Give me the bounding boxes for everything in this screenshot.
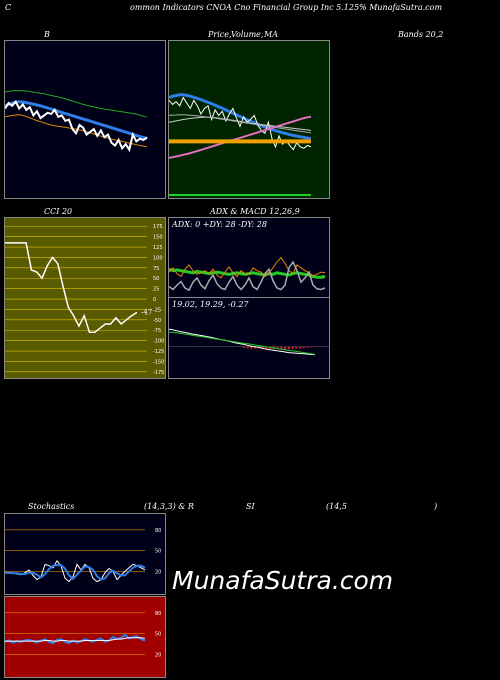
pv-ma_pink-line bbox=[169, 115, 312, 159]
stoch-d-line bbox=[5, 564, 146, 581]
cci-tick-label: -50 bbox=[153, 318, 161, 324]
cci-last-value: -47 bbox=[141, 308, 152, 316]
bollinger-panel bbox=[4, 40, 166, 199]
page-title: ommon Indicators CNOA Cno Financial Grou… bbox=[130, 3, 443, 12]
macd-signal-line bbox=[169, 331, 316, 355]
cci-tick-label: 50 bbox=[153, 276, 159, 282]
rsi-tick-label: 80 bbox=[155, 611, 161, 617]
price-volume-panel bbox=[168, 40, 330, 199]
cci-tick-label: 125 bbox=[153, 245, 163, 251]
rsi-tick-label: 50 bbox=[155, 632, 161, 638]
adx-minus_di-line bbox=[169, 260, 326, 292]
stoch-tick-label: 50 bbox=[155, 549, 161, 555]
stoch-params: (14,3,3) & R bbox=[144, 502, 194, 511]
volume-baseline bbox=[169, 194, 311, 196]
cci-title: CCI 20 bbox=[44, 207, 73, 216]
cci-tick-label: 175 bbox=[153, 224, 163, 230]
cci-chart: 175 150 125 100 75 50 25 0 -25 -50 -75 -100 -125 -150… bbox=[5, 224, 164, 376]
cci-tick-label: 150 bbox=[153, 235, 163, 241]
bollinger-chart bbox=[5, 89, 148, 153]
cci-tick-label: -125 bbox=[153, 349, 164, 355]
bands-title: Bands 20,2 bbox=[398, 30, 444, 39]
adx-chart bbox=[169, 256, 326, 292]
stoch-tick-label: 80 bbox=[155, 528, 161, 534]
macd-label: 19.02, 19.29, -0.27 bbox=[172, 300, 249, 309]
cci-tick-label: 100 bbox=[153, 255, 163, 261]
pv-ma_long_1-line bbox=[169, 116, 312, 131]
rsi-panel: 80 50 20 bbox=[4, 596, 166, 678]
price-title: Price, bbox=[208, 30, 232, 39]
ma-title: MA bbox=[264, 30, 278, 39]
price-volume-chart bbox=[169, 93, 312, 196]
rsi-close: ) bbox=[434, 502, 438, 511]
rsi-params: (14,5 bbox=[326, 502, 347, 511]
bollinger-title: B bbox=[44, 30, 50, 39]
adx-panel bbox=[168, 217, 330, 299]
bollinger-price-line bbox=[5, 99, 148, 153]
macd-chart bbox=[169, 328, 329, 356]
cci-tick-label: -175 bbox=[153, 370, 164, 376]
macd-macd-line bbox=[169, 328, 316, 356]
rsi-rsi_smooth-line bbox=[5, 637, 146, 642]
cci-tick-label: 25 bbox=[153, 287, 159, 293]
bollinger-ma-line bbox=[5, 100, 148, 141]
cci-line bbox=[5, 242, 138, 334]
bollinger-upper-line bbox=[5, 89, 148, 118]
cci-panel: 175 150 125 100 75 50 25 0 -25 -50 -75 -100 -125 -150… bbox=[4, 217, 166, 379]
bollinger-lower-line bbox=[5, 114, 148, 148]
si-title: SI bbox=[246, 502, 255, 511]
adx-macd-title: ADX & MACD 12,26,9 bbox=[210, 207, 300, 216]
stoch-tick-label: 20 bbox=[155, 569, 161, 575]
stochastics-chart: 80 50 20 bbox=[5, 528, 161, 583]
header-c-letter: C bbox=[5, 3, 12, 12]
rsi-tick-label: 20 bbox=[155, 652, 161, 658]
adx-plus_di-line bbox=[169, 256, 326, 279]
macd-panel bbox=[168, 297, 330, 379]
cci-tick-label: 75 bbox=[153, 266, 159, 272]
cci-tick-label: -150 bbox=[153, 359, 164, 365]
rsi-chart: 80 50 20 bbox=[5, 611, 161, 658]
adx-label: ADX: 0 +DY: 28 -DY: 28 bbox=[172, 220, 267, 229]
cci-tick-label: 0 bbox=[153, 297, 156, 303]
pv-ma_fast-line bbox=[169, 93, 312, 141]
stoch-title: Stochastics bbox=[28, 502, 75, 511]
cci-tick-label: -75 bbox=[153, 328, 161, 334]
pv-ma_long_2-line bbox=[169, 114, 312, 134]
cci-tick-label: -100 bbox=[153, 339, 164, 345]
cci-tick-label: -25 bbox=[153, 307, 161, 313]
stochastics-panel: 80 50 20 bbox=[4, 513, 166, 595]
watermark: MunafaSutra.com bbox=[172, 566, 394, 595]
volume-title: Volume, bbox=[231, 30, 264, 39]
